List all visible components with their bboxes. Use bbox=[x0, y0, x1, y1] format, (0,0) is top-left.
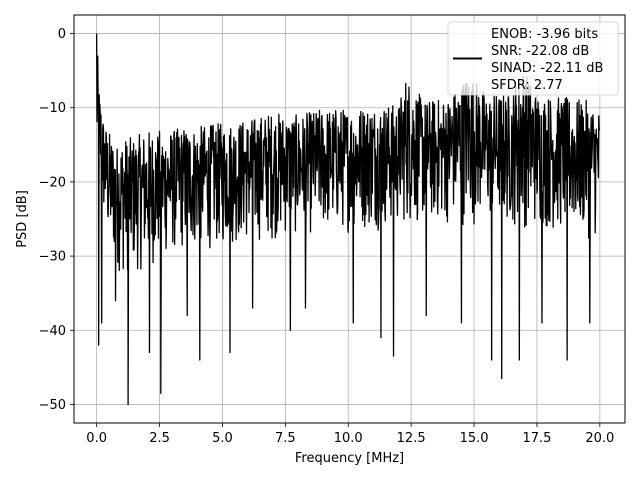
legend-box bbox=[447, 21, 619, 96]
x-tick-label: 2.5 bbox=[149, 431, 170, 446]
y-tick-label: −40 bbox=[39, 324, 66, 339]
legend-label-line: SNR: -22.08 dB bbox=[491, 44, 589, 59]
x-tick-label: 20.0 bbox=[585, 431, 614, 446]
legend-label-line: SINAD: -22.11 dB bbox=[491, 61, 603, 76]
legend-label-line: ENOB: -3.96 bits bbox=[491, 27, 598, 42]
x-tick-label: 7.5 bbox=[275, 431, 296, 446]
y-axis-label: PSD [dB] bbox=[15, 190, 30, 248]
y-tick-label: −10 bbox=[39, 101, 66, 116]
x-tick-label: 10.0 bbox=[334, 431, 363, 446]
x-tick-label: 5.0 bbox=[212, 431, 233, 446]
x-axis-ticks: 0.0 2.5 5.0 7.5 10.0 12.5 15.0 17.5 20.0 bbox=[86, 423, 614, 446]
y-axis-ticks: 0 −10 −20 −30 −40 −50 bbox=[39, 27, 74, 413]
x-axis-label: Frequency [MHz] bbox=[295, 451, 404, 466]
legend-label-line: SFDR: 2.77 bbox=[491, 78, 563, 93]
psd-series bbox=[95, 33, 601, 406]
legend-label: ENOB: -3.96 bits SNR: -22.08 dB SINAD: -22… bbox=[491, 27, 603, 93]
legend: ENOB: -3.96 bits SNR: -22.08 dB SINAD: -22… bbox=[447, 21, 619, 96]
plot-frame bbox=[73, 14, 626, 424]
y-tick-label: 0 bbox=[58, 27, 66, 42]
psd-line bbox=[95, 33, 601, 406]
x-tick-label: 15.0 bbox=[460, 431, 489, 446]
x-tick-label: 12.5 bbox=[397, 431, 426, 446]
x-tick-label: 0.0 bbox=[86, 431, 107, 446]
x-tick-label: 17.5 bbox=[522, 431, 551, 446]
y-tick-label: −50 bbox=[39, 398, 66, 413]
y-tick-label: −20 bbox=[39, 175, 66, 190]
y-tick-label: −30 bbox=[39, 250, 66, 265]
